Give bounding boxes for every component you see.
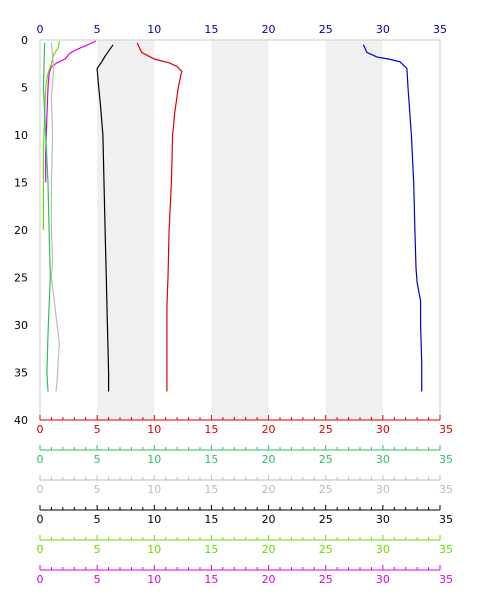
- bottom-axis-5: 0 5 10 15 20 25 30 35: [37, 565, 453, 586]
- bottom-tick-label: 35: [439, 543, 453, 556]
- bottom-tick-label: 35: [439, 483, 453, 496]
- bottom-tick-label: 15: [204, 513, 218, 526]
- bottom-tick-label: 30: [376, 423, 390, 436]
- bottom-tick-label: 20: [262, 573, 276, 586]
- bottom-tick-label: 10: [147, 453, 161, 466]
- series-line-3: [45, 40, 97, 183]
- top-tick-label: 35: [433, 23, 447, 36]
- bottom-tick-label: 5: [94, 543, 101, 556]
- bottom-tick-label: 10: [147, 543, 161, 556]
- series-line-6: [50, 42, 61, 392]
- series-line-0: [362, 44, 423, 392]
- top-tick-label: 5: [94, 23, 101, 36]
- shaded-band-0: [97, 40, 155, 420]
- left-tick-label: 25: [14, 272, 28, 285]
- left-tick-label: 35: [14, 367, 28, 380]
- left-tick-label: 5: [21, 82, 28, 95]
- bottom-tick-label: 15: [204, 573, 218, 586]
- shaded-band-1: [211, 40, 269, 420]
- series-line-1: [136, 42, 183, 392]
- bottom-tick-label: 20: [262, 543, 276, 556]
- bottom-tick-label: 0: [37, 453, 44, 466]
- bottom-tick-label: 25: [319, 573, 333, 586]
- left-axis: 0 5 10 15 20 25 30 35 40: [14, 34, 28, 427]
- top-tick-label: 30: [376, 23, 390, 36]
- shaded-band-2: [325, 40, 383, 420]
- bottom-tick-label: 0: [37, 543, 44, 556]
- bottom-tick-label: 35: [439, 423, 453, 436]
- bottom-tick-label: 10: [147, 573, 161, 586]
- top-tick-label: 25: [319, 23, 333, 36]
- bottom-tick-label: 25: [319, 543, 333, 556]
- bottom-tick-label: 20: [262, 453, 276, 466]
- bottom-tick-label: 5: [94, 423, 101, 436]
- bottom-tick-label: 20: [262, 423, 276, 436]
- top-tick-label: 10: [147, 23, 161, 36]
- bottom-tick-label: 0: [37, 513, 44, 526]
- bottom-tick-label: 15: [204, 483, 218, 496]
- left-tick-label: 20: [14, 224, 28, 237]
- bottom-tick-label: 35: [439, 513, 453, 526]
- bottom-axis-1: 0 5 10 15 20 25 30 35: [37, 445, 453, 466]
- series-line-4: [42, 40, 60, 230]
- bottom-axis-2: 0 5 10 15 20 25 30 35: [37, 475, 453, 496]
- bottom-tick-label: 5: [94, 573, 101, 586]
- top-tick-label: 0: [37, 23, 44, 36]
- series-layer: [42, 40, 423, 392]
- bottom-tick-label: 0: [37, 483, 44, 496]
- top-axis: 0 5 10 15 20 25 30 35: [37, 23, 448, 36]
- bottom-tick-label: 15: [204, 543, 218, 556]
- bottom-tick-label: 30: [376, 483, 390, 496]
- bottom-axes: 0 5 10 15 20 25 30 35 0 5 10 15 20 25 30 35 0 5 10 15 20 25 30…: [37, 415, 453, 586]
- left-tick-label: 15: [14, 177, 28, 190]
- bottom-tick-label: 10: [147, 483, 161, 496]
- series-line-2: [96, 44, 114, 392]
- top-tick-label: 20: [262, 23, 276, 36]
- left-tick-label: 30: [14, 319, 28, 332]
- bottom-tick-label: 5: [94, 453, 101, 466]
- bottom-tick-label: 0: [37, 573, 44, 586]
- left-tick-label: 40: [14, 414, 28, 427]
- bottom-tick-label: 30: [376, 543, 390, 556]
- left-tick-label: 0: [21, 34, 28, 47]
- bottom-tick-label: 20: [262, 513, 276, 526]
- bottom-tick-label: 5: [94, 513, 101, 526]
- bottom-tick-label: 25: [319, 423, 333, 436]
- left-tick-label: 10: [14, 129, 28, 142]
- bottom-tick-label: 15: [204, 453, 218, 466]
- bottom-axis-3: 0 5 10 15 20 25 30 35: [37, 505, 453, 526]
- bottom-tick-label: 30: [376, 513, 390, 526]
- bottom-tick-label: 35: [439, 453, 453, 466]
- bottom-tick-label: 5: [94, 483, 101, 496]
- bottom-tick-label: 35: [439, 573, 453, 586]
- bottom-tick-label: 10: [147, 423, 161, 436]
- shaded-bands: [97, 40, 383, 420]
- bottom-tick-label: 25: [319, 453, 333, 466]
- bottom-tick-label: 30: [376, 453, 390, 466]
- bottom-axis-4: 0 5 10 15 20 25 30 35: [37, 535, 453, 556]
- top-tick-label: 15: [204, 23, 218, 36]
- bottom-tick-label: 20: [262, 483, 276, 496]
- bottom-tick-label: 30: [376, 573, 390, 586]
- bottom-tick-label: 10: [147, 513, 161, 526]
- bottom-tick-label: 25: [319, 483, 333, 496]
- bottom-axis-0: 0 5 10 15 20 25 30 35: [37, 415, 453, 436]
- bottom-tick-label: 15: [204, 423, 218, 436]
- bottom-tick-label: 0: [37, 423, 44, 436]
- bottom-tick-label: 25: [319, 513, 333, 526]
- series-line-5: [42, 42, 51, 392]
